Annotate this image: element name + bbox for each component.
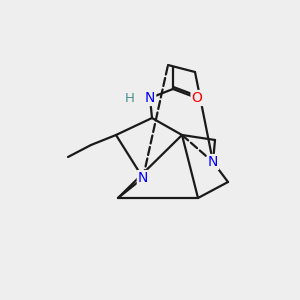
Text: H: H bbox=[125, 92, 135, 104]
Text: N: N bbox=[208, 155, 218, 169]
Text: O: O bbox=[192, 91, 203, 105]
Text: N: N bbox=[138, 171, 148, 185]
Text: N: N bbox=[145, 91, 155, 105]
